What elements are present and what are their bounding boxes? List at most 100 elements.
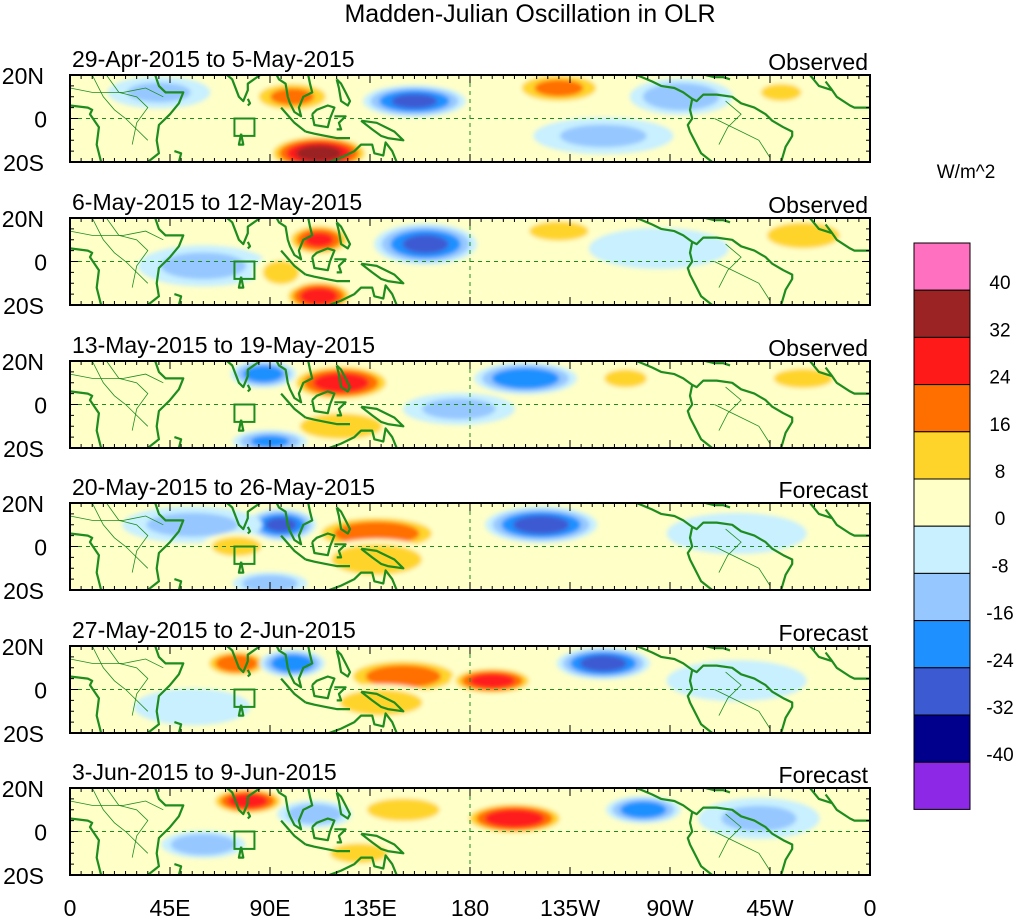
coastline-segment — [705, 361, 731, 367]
y-tick-label: 0 — [34, 535, 47, 561]
coastline-segment — [635, 503, 794, 590]
colorbar-label: -32 — [986, 698, 1013, 719]
coastline-segment — [174, 150, 183, 162]
coastline-segment — [147, 503, 185, 590]
y-tick-label: 20N — [2, 634, 44, 660]
coastline-segment — [237, 561, 245, 574]
coastline-segment — [686, 669, 713, 733]
coastline-segment — [360, 405, 405, 428]
coastline-segment — [305, 558, 350, 568]
border-segment — [714, 261, 771, 301]
contour-band — [402, 234, 449, 254]
colorbar-swatch — [913, 289, 971, 338]
coastline-segment — [809, 75, 833, 92]
coastline-segment — [237, 133, 245, 146]
coastline-segment — [147, 788, 185, 875]
contour-band — [422, 398, 496, 420]
colorbar-swatch — [913, 667, 971, 716]
panel-status: Forecast — [779, 620, 869, 646]
border-segment — [70, 800, 164, 811]
coastline-segment — [635, 75, 794, 162]
coastline-segment — [311, 675, 336, 700]
coastline-segment — [280, 534, 307, 561]
coastline-segment — [809, 361, 833, 378]
coastline-segment — [686, 98, 713, 162]
anomaly-6 — [161, 830, 246, 859]
x-tick-label: 45E — [150, 895, 191, 920]
coastline-segment — [246, 384, 252, 393]
contour-band — [484, 809, 545, 828]
contour-band — [295, 145, 342, 162]
border-segment — [714, 831, 771, 871]
panel-status: Forecast — [779, 762, 869, 788]
anomaly-4 — [259, 649, 325, 678]
colorbar-label: 8 — [995, 462, 1006, 483]
coastline-segment — [280, 392, 307, 419]
country-borders — [70, 75, 771, 158]
coastline-segment — [237, 704, 245, 717]
border-segment — [718, 100, 742, 145]
reference-box — [233, 545, 256, 565]
anomaly-5 — [752, 218, 855, 254]
y-tick-label: 0 — [34, 107, 47, 133]
country-borders — [70, 218, 771, 301]
coastline-segment — [174, 436, 183, 448]
y-tick-label: 20N — [2, 206, 44, 232]
border-segment — [714, 689, 771, 729]
coastline-segment — [201, 218, 314, 261]
anomaly-field — [133, 647, 807, 726]
coastline-segment — [311, 104, 336, 129]
coastline-segment — [280, 106, 307, 133]
contour-band — [262, 260, 300, 285]
y-tick-label: 20N — [2, 349, 44, 375]
coastline-segment — [326, 854, 398, 875]
coastline-segment — [237, 419, 245, 432]
coastline-segment — [360, 690, 405, 713]
reference-box — [233, 688, 256, 708]
border-segment — [70, 658, 164, 669]
contour-band — [529, 221, 589, 241]
border-segment — [714, 546, 771, 586]
coastline-segment — [705, 75, 731, 81]
y-tick-label: 0 — [34, 820, 47, 846]
anomaly-3 — [374, 223, 477, 265]
colorbar: W/m^2 40 32 24 16 8 0 -8 -16 -24 -32 -40 — [913, 162, 1014, 810]
anomaly-2 — [450, 667, 535, 695]
coastline-segment — [326, 712, 398, 733]
coastline-segment — [280, 677, 307, 704]
coastline-segment — [334, 258, 347, 274]
colorbar-label: 0 — [995, 509, 1006, 530]
border-segment — [105, 75, 149, 145]
coastline-segment — [335, 221, 352, 250]
coastlines — [70, 75, 870, 162]
coastline-segment — [201, 361, 314, 404]
coastline-segment — [237, 276, 245, 289]
coastline-segment — [705, 788, 731, 794]
anomaly-5 — [629, 78, 733, 116]
coastline-segment — [335, 791, 352, 820]
contour-band — [133, 688, 251, 726]
contour-band — [170, 833, 236, 856]
anomaly-1 — [342, 658, 465, 695]
coastline-segment — [174, 578, 183, 590]
anomaly-4 — [516, 218, 601, 245]
coastline-segment — [635, 788, 794, 875]
anomaly-3 — [246, 508, 317, 541]
coastline-segment — [174, 721, 183, 733]
coastline-segment — [334, 543, 347, 559]
panel-status: Observed — [768, 49, 868, 75]
coastline-segment — [311, 532, 336, 557]
border-segment — [105, 218, 149, 288]
coastline-segment — [334, 401, 347, 417]
coastline-segment — [305, 273, 350, 283]
coastline-segment — [70, 247, 103, 305]
colorbar-swatch — [913, 714, 971, 763]
x-tick-label: 135W — [540, 895, 600, 920]
x-tick-label: 90E — [250, 895, 291, 920]
colorbar-label: -16 — [986, 604, 1013, 625]
contour-band — [391, 93, 438, 109]
colorbar-swatch — [913, 242, 971, 291]
reference-box — [233, 260, 256, 280]
coastline-segment — [70, 104, 103, 162]
coastlines — [70, 788, 870, 875]
